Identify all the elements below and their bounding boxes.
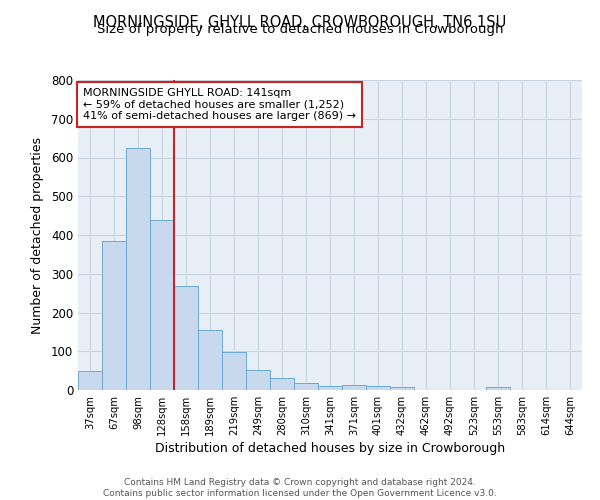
Text: MORNINGSIDE, GHYLL ROAD, CROWBOROUGH, TN6 1SU: MORNINGSIDE, GHYLL ROAD, CROWBOROUGH, TN… bbox=[94, 15, 506, 30]
Bar bbox=[150, 220, 174, 390]
Text: Contains HM Land Registry data © Crown copyright and database right 2024.
Contai: Contains HM Land Registry data © Crown c… bbox=[103, 478, 497, 498]
Bar bbox=[390, 388, 414, 390]
Text: MORNINGSIDE GHYLL ROAD: 141sqm
← 59% of detached houses are smaller (1,252)
41% : MORNINGSIDE GHYLL ROAD: 141sqm ← 59% of … bbox=[83, 88, 356, 121]
Bar bbox=[486, 388, 510, 390]
Bar bbox=[222, 352, 246, 390]
Bar bbox=[126, 148, 150, 390]
Bar bbox=[246, 370, 270, 390]
X-axis label: Distribution of detached houses by size in Crowborough: Distribution of detached houses by size … bbox=[155, 442, 505, 455]
Bar bbox=[294, 383, 318, 390]
Bar bbox=[318, 386, 342, 390]
Bar bbox=[198, 330, 222, 390]
Bar bbox=[270, 378, 294, 390]
Bar bbox=[102, 241, 126, 390]
Y-axis label: Number of detached properties: Number of detached properties bbox=[31, 136, 44, 334]
Bar bbox=[366, 386, 390, 390]
Bar bbox=[78, 372, 102, 390]
Bar bbox=[342, 385, 366, 390]
Bar bbox=[174, 286, 198, 390]
Text: Size of property relative to detached houses in Crowborough: Size of property relative to detached ho… bbox=[97, 22, 503, 36]
